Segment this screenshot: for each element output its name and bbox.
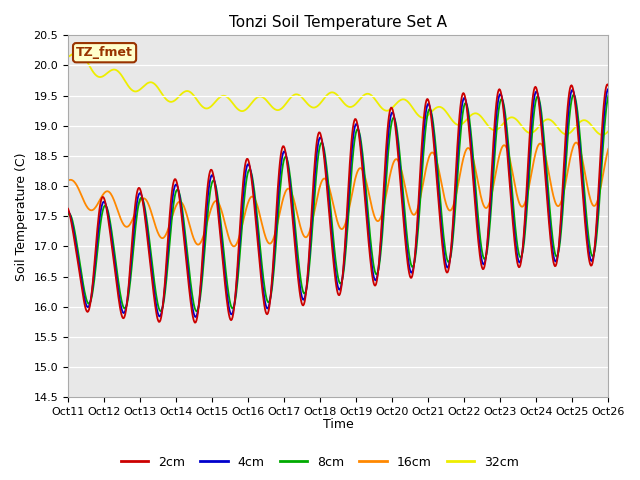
32cm [604, 128, 612, 134]
32cm [73, 49, 81, 55]
Line: 32cm: 32cm [68, 52, 608, 135]
4cm [74, 254, 82, 260]
8cm [404, 246, 412, 252]
8cm [420, 141, 428, 147]
2cm [604, 82, 611, 87]
4cm [192, 314, 200, 320]
4cm [604, 86, 612, 92]
2cm [184, 278, 192, 284]
32cm [131, 88, 138, 94]
2cm [64, 206, 72, 212]
32cm [64, 54, 72, 60]
16cm [420, 175, 428, 180]
4cm [184, 271, 192, 276]
Title: Tonzi Soil Temperature Set A: Tonzi Soil Temperature Set A [229, 15, 447, 30]
2cm [74, 259, 82, 264]
X-axis label: Time: Time [323, 419, 353, 432]
32cm [404, 99, 412, 105]
Text: TZ_fmet: TZ_fmet [76, 46, 133, 59]
16cm [213, 198, 221, 204]
2cm [191, 320, 199, 325]
8cm [64, 212, 72, 217]
8cm [129, 246, 137, 252]
32cm [185, 88, 193, 94]
32cm [420, 115, 428, 120]
32cm [75, 49, 83, 55]
2cm [604, 83, 612, 88]
4cm [129, 232, 137, 238]
32cm [598, 132, 606, 138]
16cm [230, 243, 238, 249]
8cm [570, 92, 577, 97]
16cm [404, 200, 412, 205]
Legend: 2cm, 4cm, 8cm, 16cm, 32cm: 2cm, 4cm, 8cm, 16cm, 32cm [116, 451, 524, 474]
16cm [64, 178, 72, 183]
16cm [74, 184, 82, 190]
8cm [74, 247, 82, 252]
4cm [214, 199, 221, 205]
32cm [214, 96, 221, 102]
4cm [64, 208, 72, 214]
2cm [420, 111, 428, 117]
4cm [404, 259, 412, 264]
8cm [184, 259, 192, 265]
Line: 16cm: 16cm [68, 143, 608, 246]
Line: 2cm: 2cm [68, 84, 608, 323]
2cm [214, 205, 221, 211]
Line: 8cm: 8cm [68, 95, 608, 311]
Line: 4cm: 4cm [68, 89, 608, 317]
4cm [420, 124, 428, 130]
16cm [184, 217, 192, 223]
8cm [604, 93, 612, 99]
16cm [604, 146, 612, 152]
8cm [193, 308, 200, 314]
16cm [129, 215, 137, 220]
16cm [572, 140, 580, 145]
8cm [214, 193, 221, 199]
2cm [404, 266, 412, 272]
2cm [129, 221, 137, 227]
Y-axis label: Soil Temperature (C): Soil Temperature (C) [15, 152, 28, 281]
